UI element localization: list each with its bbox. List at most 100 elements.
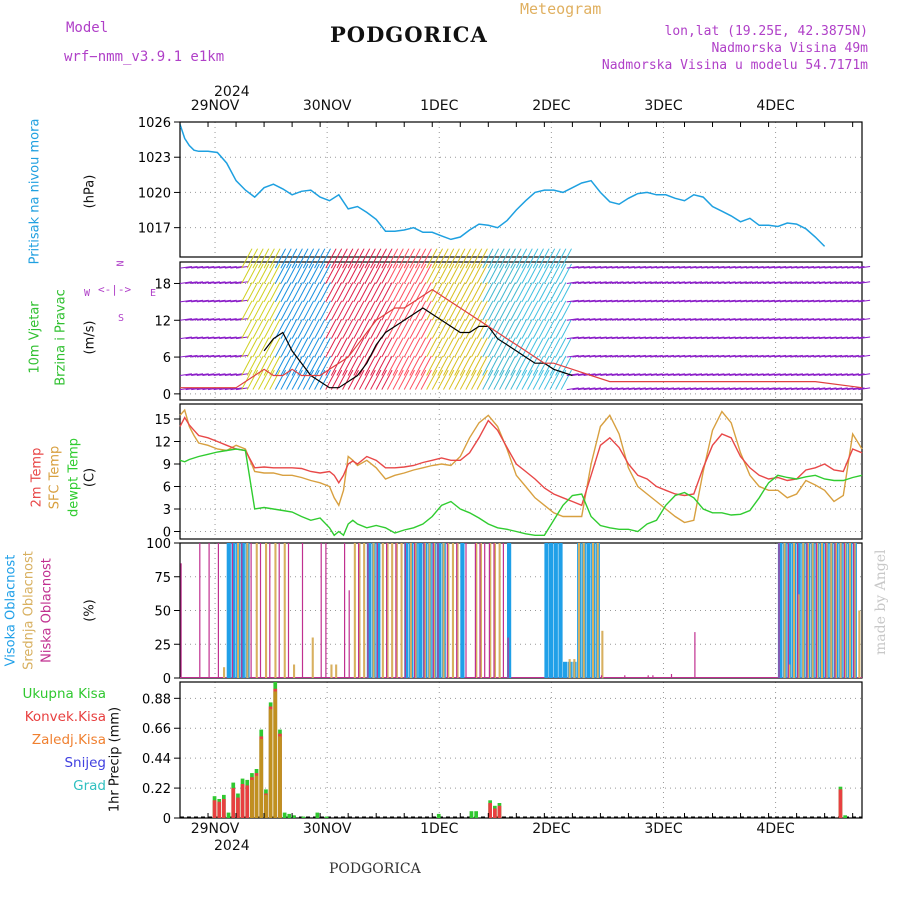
compass-w: W bbox=[84, 288, 91, 299]
wind-barb bbox=[487, 318, 500, 339]
wind-barb bbox=[499, 369, 511, 390]
wind-barb bbox=[774, 373, 787, 376]
wind-barb bbox=[426, 318, 438, 339]
cloud-mid-bar bbox=[788, 664, 791, 678]
cloud-high-bar bbox=[418, 543, 423, 678]
wind-barb bbox=[684, 318, 697, 321]
wind-barb bbox=[835, 299, 848, 303]
wind-barb bbox=[510, 300, 522, 321]
cloud-low-bar bbox=[488, 543, 490, 678]
wind-barb bbox=[347, 300, 359, 321]
wind-barb bbox=[274, 282, 287, 303]
wind-barb bbox=[448, 248, 460, 269]
date-tick-label: 1DEC bbox=[420, 98, 459, 114]
wind-barb bbox=[583, 299, 596, 303]
wind-barb bbox=[426, 248, 438, 269]
wind-barb bbox=[263, 337, 275, 358]
wind-barb bbox=[701, 318, 714, 321]
wind-barb bbox=[515, 369, 528, 390]
wind-barb bbox=[280, 369, 292, 390]
wind-barb bbox=[207, 336, 220, 340]
precip-legend-item: Konvek.Kisa bbox=[24, 709, 106, 725]
wind-barb bbox=[622, 266, 635, 269]
cloud-low-bar bbox=[479, 543, 481, 678]
wind-barb bbox=[504, 282, 516, 303]
cloud-low-bar bbox=[778, 543, 780, 678]
wind-barb bbox=[230, 299, 243, 303]
wind-barb bbox=[605, 373, 618, 376]
wind-barb bbox=[830, 299, 843, 303]
wind-barb bbox=[751, 336, 764, 340]
wind-barb bbox=[191, 336, 204, 340]
wind-barb bbox=[673, 387, 686, 391]
precip-frz-bar bbox=[259, 739, 264, 818]
wind-barb bbox=[241, 282, 253, 303]
precip-total-bar bbox=[301, 816, 306, 818]
cloud-high-bar bbox=[507, 543, 512, 678]
wind-barb bbox=[409, 300, 421, 321]
cloud-mid-bar bbox=[423, 543, 426, 678]
wind-barb bbox=[796, 318, 809, 321]
wind-barb bbox=[224, 281, 237, 284]
wind-barb bbox=[403, 337, 415, 358]
wind-barb bbox=[420, 337, 432, 358]
wind-barb bbox=[330, 355, 343, 376]
wind-barb bbox=[459, 263, 472, 284]
cloud-low-bar bbox=[180, 563, 182, 679]
wind-barb bbox=[443, 355, 455, 376]
cloud-mid-bar bbox=[493, 543, 497, 678]
cloud-high-bar bbox=[376, 543, 381, 678]
wind-barb bbox=[370, 369, 382, 390]
wind-barb bbox=[667, 266, 680, 269]
wind-barb bbox=[858, 299, 871, 303]
wind-barb bbox=[291, 282, 303, 303]
wind-barb bbox=[611, 354, 624, 358]
wind-barb bbox=[667, 373, 680, 376]
wind-barb bbox=[364, 282, 376, 303]
wind-barb bbox=[482, 337, 494, 358]
wind-barb bbox=[617, 373, 630, 376]
wind-barb bbox=[476, 355, 488, 376]
wind-barb bbox=[403, 318, 415, 339]
wind-barb bbox=[746, 354, 759, 358]
wind-barb bbox=[353, 337, 365, 358]
wind-barb bbox=[325, 248, 337, 269]
cloud-mid-bar bbox=[568, 659, 571, 678]
wind-barb bbox=[515, 263, 528, 284]
wind-barb bbox=[409, 355, 421, 376]
wind-barb bbox=[448, 369, 460, 390]
wind-barb bbox=[549, 282, 561, 303]
wind-barb bbox=[381, 248, 393, 269]
wind-barb bbox=[330, 318, 343, 339]
wind-barb bbox=[202, 336, 215, 340]
cloud-low-bar bbox=[404, 543, 406, 678]
y-tick-label: 0 bbox=[163, 388, 171, 403]
wind-barb bbox=[740, 387, 753, 391]
wind-barb bbox=[314, 318, 326, 339]
cloud-mid-bar bbox=[489, 543, 492, 678]
wind-barb bbox=[712, 266, 725, 269]
wind-barb bbox=[718, 299, 731, 303]
wind-barb bbox=[566, 387, 579, 391]
wind-barb bbox=[656, 266, 669, 269]
wind-barb bbox=[269, 248, 281, 269]
wind-barb bbox=[633, 318, 646, 321]
date-tick-label: 2DEC bbox=[532, 821, 571, 837]
wind-barb bbox=[358, 300, 371, 321]
wind-barb bbox=[830, 336, 843, 340]
wind-barb bbox=[241, 337, 253, 358]
wind-barb bbox=[398, 282, 410, 303]
cloud-low-bar bbox=[502, 543, 504, 678]
wind-barb bbox=[291, 248, 303, 269]
wind-barb bbox=[476, 282, 488, 303]
wind-barb bbox=[314, 300, 326, 321]
wind-barb bbox=[774, 281, 787, 284]
wind-barb bbox=[437, 282, 449, 303]
wind-barb bbox=[325, 300, 337, 321]
wind-barb bbox=[645, 387, 658, 391]
cloud-mid-bar bbox=[451, 543, 455, 678]
wind-barb bbox=[549, 369, 561, 390]
wind-barb bbox=[600, 373, 613, 376]
cloud-mid-bar bbox=[335, 664, 338, 678]
